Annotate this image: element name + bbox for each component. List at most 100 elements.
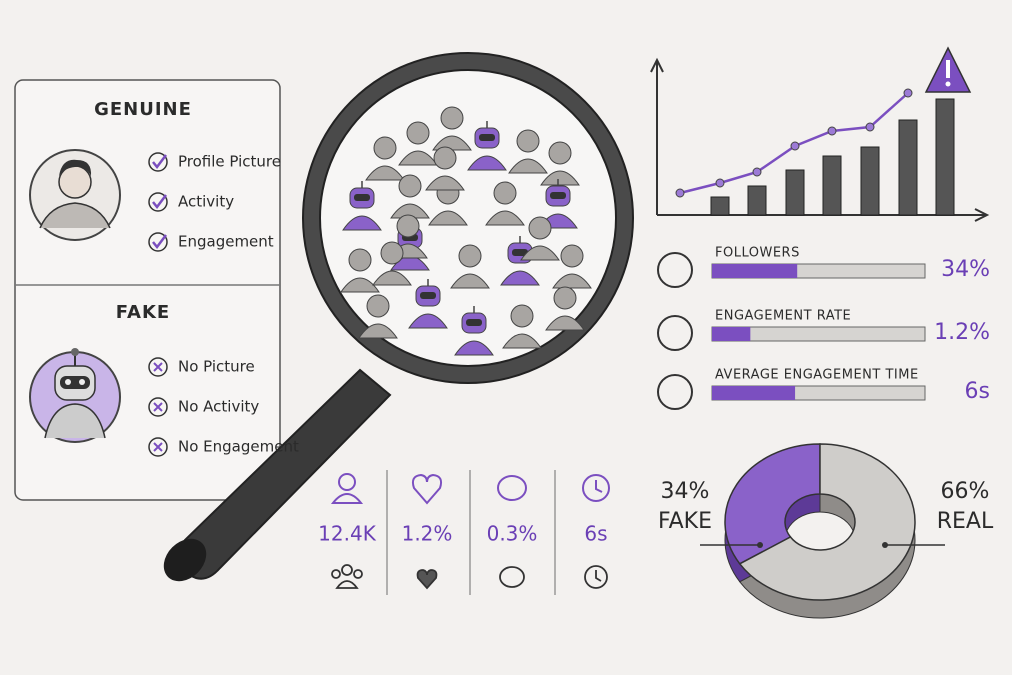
stat-separators [386,470,556,595]
body [340,277,380,293]
head [493,181,517,205]
check-icon [148,152,168,172]
check-mark [152,194,167,210]
robot-figure [342,181,382,231]
visor [550,192,566,199]
metric-value: 1.2% [934,320,990,345]
metric-fill [712,264,798,278]
stat-small-icons [331,564,608,590]
trend-point [752,167,762,177]
cross-icon [148,357,168,377]
person-figure [358,294,398,339]
metric-icon [657,252,693,288]
trend-bar [860,146,880,216]
robot-figure [454,306,494,356]
person-figure [540,141,580,186]
check-icon [148,192,168,212]
visor [354,194,370,201]
cross-mark [153,402,163,412]
body [540,170,580,186]
trend-point [790,141,800,151]
person-figure [390,174,430,219]
crowd [340,106,592,356]
cross-item: No Activity [178,398,259,416]
body [342,215,382,231]
head [510,304,534,328]
donut-value: 66% [941,479,990,504]
head [553,286,577,310]
person-figure [398,121,438,166]
head [348,248,372,272]
warning-icon [924,46,972,93]
check-icon [148,232,168,252]
head [548,141,572,165]
head [380,241,404,265]
trend-bar [710,196,730,216]
head [516,129,540,153]
visor [466,319,482,326]
person-figure [485,181,525,226]
head [373,136,397,160]
metric-label: FOLLOWERS [715,246,800,261]
metric-icon [657,315,693,351]
head [528,216,552,240]
body [450,273,490,289]
metric-label: ENGAGEMENT RATE [715,309,851,324]
cross-item: No Engagement [178,438,299,456]
stat-value: 1.2% [402,522,453,546]
trend-point [865,122,875,132]
trend-bar [898,119,918,216]
metric-fill [712,386,796,400]
person-figure [425,146,465,191]
donut-value: 34% [661,479,710,504]
leader-dot [757,542,763,548]
body [358,323,398,339]
body [520,245,560,261]
check-mark [152,154,167,170]
stat-icons [330,473,610,505]
body [545,315,585,331]
head [433,146,457,170]
check-item: Profile Picture [178,153,281,171]
head [406,121,430,145]
visor [479,134,495,141]
person-figure [502,304,542,349]
stat-value: 0.3% [487,522,538,546]
cross-mark [153,362,163,372]
person-figure [552,244,592,289]
genuine-avatar [29,149,121,241]
body [508,158,548,174]
trend-point [715,178,725,188]
fake-avatar [29,348,121,443]
trend-bar [747,185,767,216]
person-figure [340,248,380,293]
body [552,273,592,289]
body [428,210,468,226]
body [500,270,540,286]
donut-segment [738,443,916,601]
head [440,106,464,130]
visor [512,249,528,256]
head [458,244,482,268]
body [467,155,507,171]
body [408,313,448,329]
trend-bar [822,155,842,216]
body [454,340,494,356]
person-figure [545,286,585,331]
trend-point [827,126,837,136]
person-figure [520,216,560,261]
trend-point [675,188,685,198]
body [390,203,430,219]
body [502,333,542,349]
head [560,244,584,268]
stat-value: 6s [584,522,607,546]
metric-fill [712,327,751,341]
trend-bar [785,169,805,216]
check-item: Activity [178,193,234,211]
metric-label: AVERAGE ENGAGEMENT TIME [715,368,919,383]
content: Profile Picture Activity Engagement No Pict… [148,88,994,619]
visor [420,292,436,299]
trend-bar [935,98,955,216]
donut-label: REAL [937,509,994,534]
